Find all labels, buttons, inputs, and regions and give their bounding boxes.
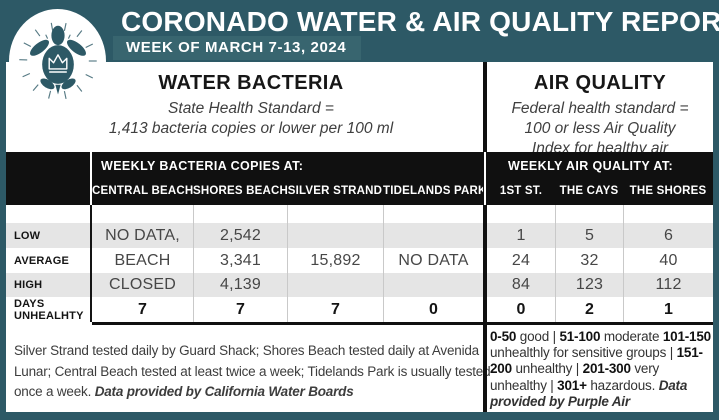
water-group-header: WEEKLY BACTERIA COPIES AT: [101,159,304,173]
air-quality-legend: 0-50 good | 51-100 moderate 101-150 unhe… [490,329,711,409]
page-title: CORONADO WATER & AIR QUALITY REPORT [121,6,719,37]
column-header-1st-st: 1ST ST. [499,185,543,197]
cell-days-1st-st: 0 [516,300,526,318]
column-header-tidelands-park: TIDELANDS PARK [383,185,487,197]
cell-high-1st-st: 84 [511,276,531,293]
cell-days-tidelands-park: 0 [383,297,483,322]
table-row-days-unhealthy: DAYS UNHEALHTY 7 7 7 0 0 2 1 [6,297,713,322]
column-header-silver-strand: SILVER STRAND [287,185,383,197]
row-label-high: HIGH [6,273,92,297]
cell-low-central-beach: NO DATA, [105,226,180,244]
cell-high-the-shores: 112 [623,273,713,297]
table-row-average: AVERAGE BEACH 3,341 15,892 NO DATA 24 32… [6,248,713,273]
air-data-credit: Data provided by Purple Air [490,377,688,409]
air-section-title: AIR QUALITY [533,72,667,94]
column-header-shores-beach: SHORES BEACH [193,185,289,197]
city-logo [9,9,106,113]
turtle-crown-icon [18,22,97,99]
week-banner-label: WEEK OF MARCH 7-13, 2024 [126,39,347,56]
cell-days-central-beach: 7 [137,300,148,318]
water-columns-group: WEEKLY BACTERIA COPIES AT: CENTRAL BEACH… [92,152,487,205]
air-standard-note: Federal health standard = 100 or less Ai… [511,100,689,157]
header-bar-label-spacer [6,152,92,205]
cell-high-central-beach: CLOSED [109,276,176,293]
column-header-the-shores: THE SHORES [629,185,707,197]
water-section-header: WATER BACTERIA State Health Standard = 1… [16,72,486,139]
week-banner: WEEK OF MARCH 7-13, 2024 [113,36,362,60]
column-header-the-cays: THE CAYS [559,185,619,197]
table-row-high: HIGH CLOSED 4,139 84 123 112 [6,273,713,297]
cell-average-tidelands-park: NO DATA [383,248,483,273]
table-row-low: LOW NO DATA, 2,542 1 5 6 [6,223,713,248]
row-label-average: AVERAGE [6,248,92,273]
table-bottom-border [92,322,713,325]
cell-low-the-shores: 6 [623,223,713,248]
section-divider-header-highlight [484,152,486,205]
air-section-header: AIR QUALITY Federal health standard = 10… [487,72,713,159]
cell-average-the-shores: 40 [623,248,713,273]
cell-days-the-cays: 2 [555,297,623,322]
cell-low-silver-strand [287,223,383,248]
cell-average-silver-strand: 15,892 [287,248,383,273]
cell-days-shores-beach: 7 [193,297,287,322]
cell-high-silver-strand [287,273,383,297]
water-testing-note: Silver Strand tested daily by Guard Shac… [14,341,492,403]
section-divider [483,62,487,412]
air-columns-group: WEEKLY AIR QUALITY AT: 1ST ST. THE CAYS … [487,152,713,205]
cell-average-1st-st: 24 [511,251,531,269]
cell-days-the-shores: 1 [623,297,713,322]
water-data-credit: Data provided by California Water Boards [94,384,354,399]
cell-low-the-cays: 5 [555,223,623,248]
report-card: WATER BACTERIA State Health Standard = 1… [6,62,713,412]
cell-low-1st-st: 1 [516,226,526,244]
cell-high-the-cays: 123 [555,273,623,297]
cell-average-shores-beach: 3,341 [193,248,287,273]
row-label-low: LOW [6,223,92,248]
table-header-bar: WEEKLY BACTERIA COPIES AT: CENTRAL BEACH… [6,152,713,205]
cell-average-the-cays: 32 [555,248,623,273]
water-section-title: WATER BACTERIA [158,72,344,94]
air-group-header: WEEKLY AIR QUALITY AT: [508,159,674,173]
row-label-days-unhealthy: DAYS UNHEALHTY [6,297,92,322]
water-testing-note-text: Silver Strand tested daily by Guard Shac… [14,343,491,399]
cell-average-central-beach: BEACH [114,251,171,269]
water-standard-note: State Health Standard = 1,413 bacteria c… [108,100,394,137]
cell-days-silver-strand: 7 [287,297,383,322]
cell-high-tidelands-park [383,273,483,297]
cell-low-shores-beach: 2,542 [193,223,287,248]
column-header-central-beach: CENTRAL BEACH [92,185,194,197]
table-spacer-row [6,205,713,223]
cell-high-shores-beach: 4,139 [193,273,287,297]
cell-low-tidelands-park [383,223,483,248]
